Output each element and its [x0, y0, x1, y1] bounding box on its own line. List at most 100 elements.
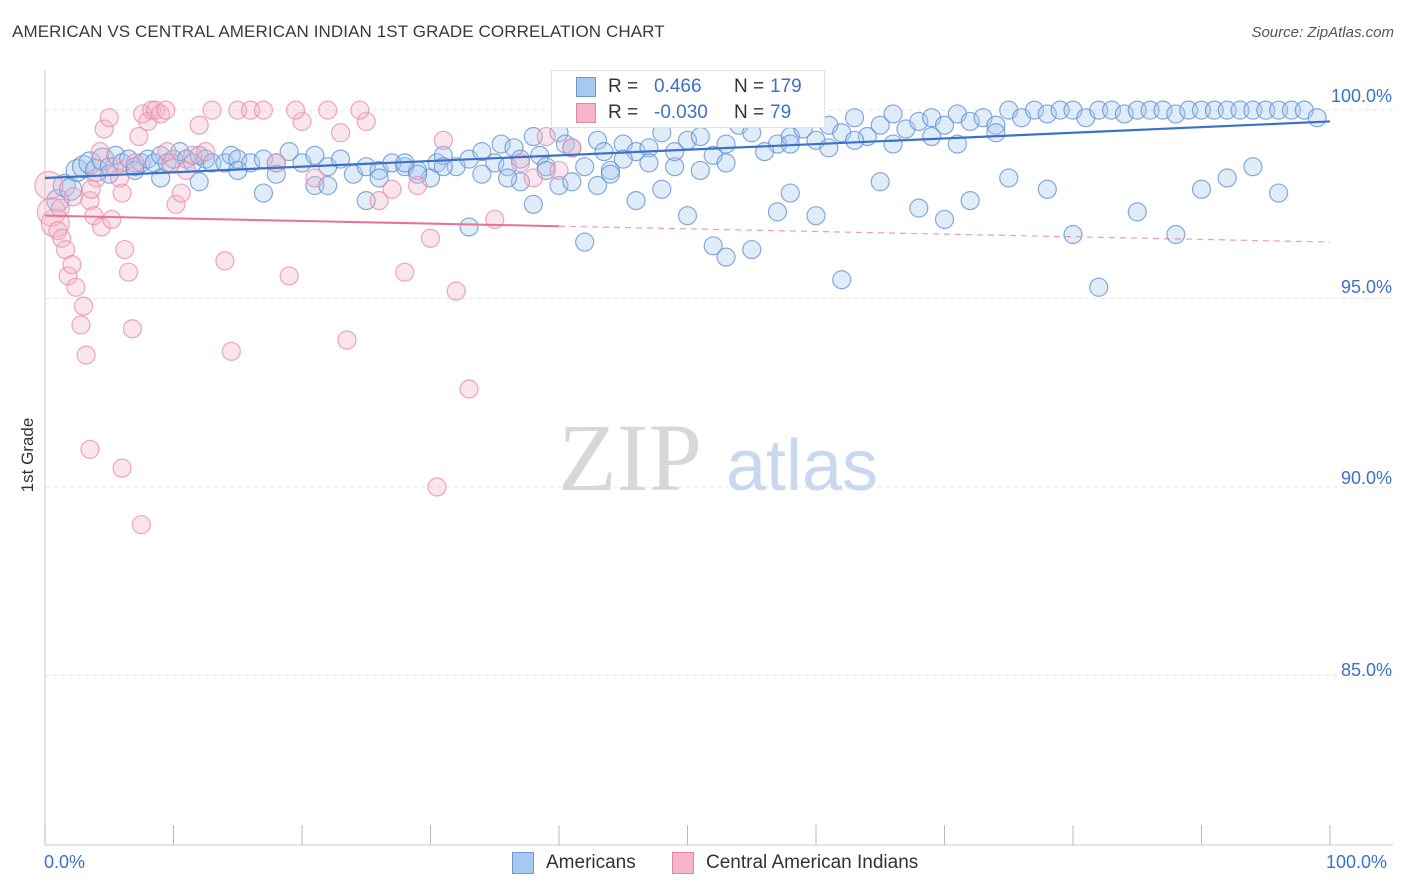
data-point: [86, 168, 107, 188]
axes: [44, 70, 1393, 846]
data-point: [433, 130, 453, 150]
data-point: [716, 134, 736, 154]
data-point: [626, 190, 646, 211]
data-point: [266, 153, 286, 173]
data-point: [356, 111, 376, 132]
central-swatch-icon: [672, 852, 694, 874]
r-value: -0.030: [654, 102, 708, 123]
series-legend: Americans Central American Indians: [0, 852, 1406, 878]
data-point: [115, 239, 135, 260]
y-axis-label: 1st Grade: [18, 417, 37, 493]
data-point: [575, 232, 595, 252]
data-point: [408, 175, 428, 196]
data-point: [279, 266, 299, 286]
data-point: [600, 164, 621, 184]
data-point: [780, 183, 800, 203]
data-point: [62, 255, 82, 275]
data-point: [94, 119, 114, 139]
data-point: [183, 145, 203, 165]
y-tick-label: 95.0%: [1340, 277, 1392, 297]
data-point: [1024, 100, 1045, 120]
data-point: [999, 168, 1019, 188]
data-point: [883, 134, 903, 154]
data-point: [122, 319, 142, 339]
data-point: [870, 115, 890, 135]
data-point: [118, 262, 139, 282]
data-point: [575, 157, 595, 177]
data-point: [1101, 100, 1122, 120]
r-value: 0.466: [654, 76, 702, 97]
data-point: [844, 130, 865, 150]
data-point: [472, 164, 492, 184]
y-tick-label: 85.0%: [1340, 660, 1392, 680]
data-point: [767, 202, 788, 222]
data-point: [171, 183, 191, 203]
n-label: N =: [734, 102, 765, 123]
central-trend-line-dashed: [558, 225, 1331, 243]
data-point: [34, 170, 64, 201]
data-point: [883, 104, 903, 124]
data-point: [58, 266, 78, 286]
stats-legend: R = 0.466 N = 179 R = -0.030 N = 79: [551, 70, 825, 128]
data-point: [510, 172, 531, 192]
americans-trend-line: [44, 120, 1331, 180]
gridlines: [45, 109, 1393, 676]
watermark-atlas: atlas: [726, 426, 878, 506]
legend-item-americans[interactable]: Americans: [512, 852, 636, 874]
data-point: [433, 157, 453, 177]
legend-row-americans: R = 0.466 N = 179: [576, 74, 802, 100]
data-point: [1217, 168, 1237, 188]
data-point: [934, 209, 955, 230]
data-point: [832, 270, 852, 290]
watermark: ZIP atlas: [558, 404, 878, 511]
data-point: [81, 179, 101, 199]
data-point: [166, 194, 186, 214]
data-point: [145, 100, 166, 120]
data-point: [491, 134, 511, 154]
data-point: [1191, 179, 1212, 199]
data-point: [523, 168, 543, 188]
data-point: [639, 153, 659, 173]
data-point: [50, 198, 71, 218]
data-point: [102, 209, 122, 230]
legend-item-central[interactable]: Central American Indians: [672, 852, 918, 874]
source-label: Source: ZipAtlas.com: [1251, 24, 1394, 41]
data-point: [947, 134, 967, 154]
data-point: [510, 153, 531, 173]
data-point: [1243, 157, 1263, 177]
central-trend-line: [44, 214, 560, 228]
data-point: [498, 168, 518, 188]
data-point: [427, 477, 447, 497]
data-point: [909, 111, 929, 132]
americans-swatch-icon: [512, 852, 534, 874]
data-point: [652, 179, 672, 199]
data-point: [202, 100, 222, 120]
data-point: [562, 138, 582, 158]
y-tick-label: 100.0%: [1330, 86, 1392, 106]
data-point: [330, 149, 351, 169]
data-point: [305, 168, 325, 188]
data-point: [221, 341, 241, 361]
data-point: [112, 458, 132, 478]
data-point: [986, 115, 1006, 135]
data-point: [157, 142, 177, 162]
data-point: [129, 126, 149, 147]
data-point: [594, 142, 614, 162]
data-point: [369, 168, 389, 188]
data-point: [305, 145, 325, 165]
trend-lines: [44, 120, 1331, 243]
data-point: [408, 164, 428, 184]
data-point: [742, 239, 762, 260]
data-point: [125, 153, 145, 173]
data-point: [279, 142, 299, 162]
data-point: [215, 251, 235, 271]
data-point: [1153, 100, 1173, 120]
data-point: [52, 228, 72, 248]
data-point: [459, 379, 479, 399]
data-point: [337, 330, 357, 350]
data-point: [536, 126, 556, 147]
data-point: [1166, 104, 1186, 124]
central-swatch-icon: [576, 103, 596, 123]
data-point: [665, 157, 685, 177]
data-point: [156, 100, 176, 120]
